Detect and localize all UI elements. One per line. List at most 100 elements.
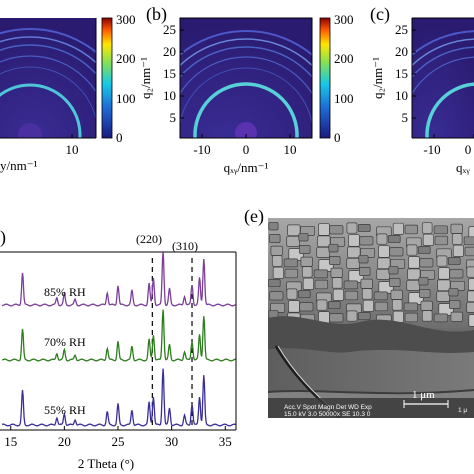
sem-grain (374, 301, 389, 312)
sem-grain (331, 277, 343, 289)
sem-grain (406, 279, 420, 291)
sem-grain (316, 246, 330, 258)
sem-grain (313, 269, 329, 279)
panel-b-x-tick-10: 10 (284, 142, 297, 157)
sem-grain (387, 235, 401, 244)
panel-b-x-label: qₓᵧ/nm⁻¹ (224, 160, 269, 176)
panel-c-y-tick-5: 5 (402, 110, 409, 125)
sem-grain (419, 258, 434, 268)
sem-grain (297, 290, 311, 299)
sem-grain (407, 268, 421, 281)
sem-grain (377, 257, 391, 270)
sem-grain (347, 246, 361, 259)
sem-grain (327, 301, 341, 310)
sem-grain (452, 244, 464, 257)
sem-grain (316, 299, 328, 311)
sem-grain (389, 278, 401, 287)
panel-c-y-tick-10: 10 (395, 88, 408, 103)
sem-grain (450, 223, 463, 234)
panel-c-x-tick-0: 0 (465, 142, 472, 157)
sem-grain (346, 310, 358, 322)
series-line (1, 368, 236, 427)
panel-a-cbar-tick-300: 300 (116, 12, 136, 27)
x-tick-label: 25 (112, 434, 125, 449)
sem-grain (346, 257, 360, 269)
sem-grain (362, 299, 374, 312)
sem-grain (451, 233, 463, 245)
sem-grain (391, 299, 403, 311)
sem-grain (378, 245, 390, 258)
sem-grain (466, 301, 474, 313)
series-line (1, 309, 236, 362)
x-tick-label: 30 (165, 434, 178, 449)
sem-grains (268, 221, 474, 327)
panel-d-x-label: 2 Theta (°) (78, 456, 134, 471)
panel-b-colorbar (319, 17, 331, 139)
sem-grain (284, 268, 299, 279)
series-label-70: 70% RH (44, 335, 86, 349)
panel-b-cbar-tick-300: 300 (334, 12, 354, 27)
panel-a-rings (0, 28, 96, 138)
sem-grain (450, 311, 463, 322)
sem-grain (420, 300, 433, 311)
panel-b-y-tick-15: 15 (163, 66, 176, 81)
panel-c: (c) 25 20 15 10 5 q₂/nm⁻¹ -10 0 qₓ (370, 4, 474, 176)
sem-grain (271, 255, 283, 267)
sem-grain (332, 288, 344, 301)
series-label-85: 85% RH (44, 285, 86, 299)
sem-grain (272, 266, 284, 279)
panel-c-label: (c) (370, 4, 390, 25)
panel-c-y-ticks: 25 20 15 10 5 (395, 22, 416, 125)
sem-grain (288, 300, 300, 313)
sem-grain (421, 310, 433, 322)
sem-grain (436, 290, 450, 302)
sem-grain (283, 258, 299, 268)
series-label-55: 55% RH (44, 403, 86, 417)
panel-c-x-label: qₓᵧ (456, 160, 470, 176)
sem-grain (464, 246, 474, 257)
sem-grain (361, 288, 373, 300)
x-tick-label: 15 (4, 434, 17, 449)
sem-grain (299, 302, 314, 312)
panel-d-label: ) (0, 227, 6, 248)
panel-b-y-tick-10: 10 (163, 88, 176, 103)
sem-grain (344, 290, 359, 301)
panel-b-y-tick-25: 25 (163, 22, 176, 37)
sem-grain (419, 289, 431, 298)
sem-grain (392, 222, 404, 235)
sem-grain (468, 314, 474, 327)
sem-grain (314, 279, 329, 290)
sem-grain (299, 245, 311, 254)
panel-b-y-tick-5: 5 (170, 110, 177, 125)
sem-grain (388, 265, 399, 275)
sem-info-header: Acc.V Spot Magn Det WD Exp (284, 404, 372, 411)
sem-grain (447, 257, 461, 266)
panel-c-y-tick-25: 25 (395, 22, 408, 37)
sem-grain (404, 312, 419, 323)
sem-info-values: 15.0 kV 3.0 50000x SE 10.3 0 (284, 411, 371, 418)
sem-grain (406, 244, 418, 256)
panel-c-y-tick-20: 20 (395, 44, 408, 59)
sem-grain (318, 223, 330, 236)
panel-c-rings (412, 30, 474, 138)
sem-scale-label-2: 1 μ (458, 407, 467, 414)
sem-grain (348, 234, 360, 247)
sem-grain (422, 233, 434, 246)
sem-grain (433, 225, 449, 235)
sem-grain (301, 266, 313, 278)
sem-grain (269, 234, 281, 243)
panel-b-y-tick-20: 20 (163, 44, 176, 59)
sem-grain (360, 278, 373, 289)
sem-grain (287, 224, 301, 237)
sem-grain (357, 312, 371, 321)
panel-a: 10 y/nm⁻¹ 300 200 100 0 (0, 12, 136, 173)
sem-grain (357, 224, 371, 233)
sem-grain (270, 245, 283, 256)
panel-a-colorbar (101, 17, 113, 139)
sem-grain (358, 254, 369, 264)
sem-scale-label: 1 μm (412, 389, 435, 401)
sem-grain (376, 233, 388, 245)
sem-grain (403, 302, 419, 312)
panel-b-y-ticks: 25 20 15 10 5 (163, 22, 184, 125)
panel-a-cbar-tick-100: 100 (116, 91, 136, 106)
